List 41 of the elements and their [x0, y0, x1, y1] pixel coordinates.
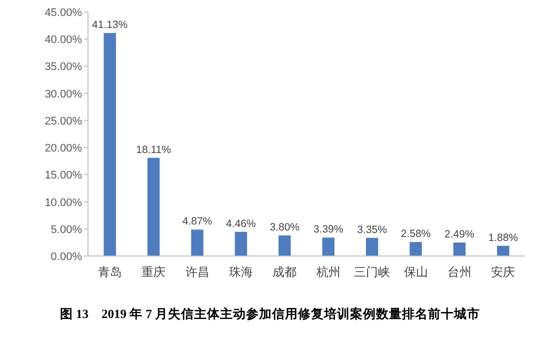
text: 图 13 2019 年 7 月失信主体主动参加信用修复培训案例数量排名前十城市 — [60, 306, 480, 321]
data-label: 2.58% — [400, 228, 431, 240]
y-tick-label: 30.00% — [44, 88, 82, 100]
bar — [234, 232, 248, 256]
y-tick-label: 0.00% — [50, 251, 82, 263]
data-label: 1.88% — [488, 232, 518, 244]
x-tick-label: 安庆 — [491, 265, 516, 279]
data-label: 18.11% — [136, 144, 171, 156]
x-tick-label: 保山 — [404, 265, 428, 279]
data-label: 41.13% — [92, 18, 128, 31]
bar — [191, 230, 204, 256]
bar — [410, 242, 422, 256]
data-label: 3.39% — [313, 224, 344, 236]
x-tick-label: 珠海 — [228, 265, 253, 279]
y-tick-label: 45.00% — [44, 7, 82, 19]
x-tick-label: 成都 — [272, 265, 297, 279]
data-label: 4.87% — [182, 216, 212, 228]
bar — [104, 32, 116, 256]
y-tick-label: 5.00% — [50, 224, 82, 236]
y-tick-label: 35.00% — [44, 61, 82, 74]
x-tick-label: 三门峡 — [354, 265, 390, 279]
data-label: 4.46% — [226, 218, 256, 230]
y-tick-label: 10.00% — [44, 196, 82, 209]
data-label: 3.80% — [270, 221, 300, 234]
x-tick-label: 台州 — [447, 265, 472, 279]
bar — [366, 238, 378, 256]
y-tick-label: 25.00% — [44, 115, 82, 128]
x-tick-label: 青岛 — [98, 265, 122, 279]
x-tick-label: 重庆 — [142, 265, 166, 279]
bar — [147, 158, 160, 256]
y-tick-label: 40.00% — [44, 34, 82, 46]
y-tick-label: 15.00% — [44, 170, 82, 182]
data-label: 3.35% — [357, 224, 387, 236]
x-tick-label: 许昌 — [185, 265, 210, 279]
y-tick-label: 20.00% — [44, 142, 82, 155]
bar — [278, 235, 291, 256]
bar — [497, 246, 510, 256]
x-tick-label: 杭州 — [315, 265, 340, 279]
bar — [322, 238, 334, 256]
data-label: 2.49% — [444, 228, 474, 240]
bar — [453, 242, 466, 256]
